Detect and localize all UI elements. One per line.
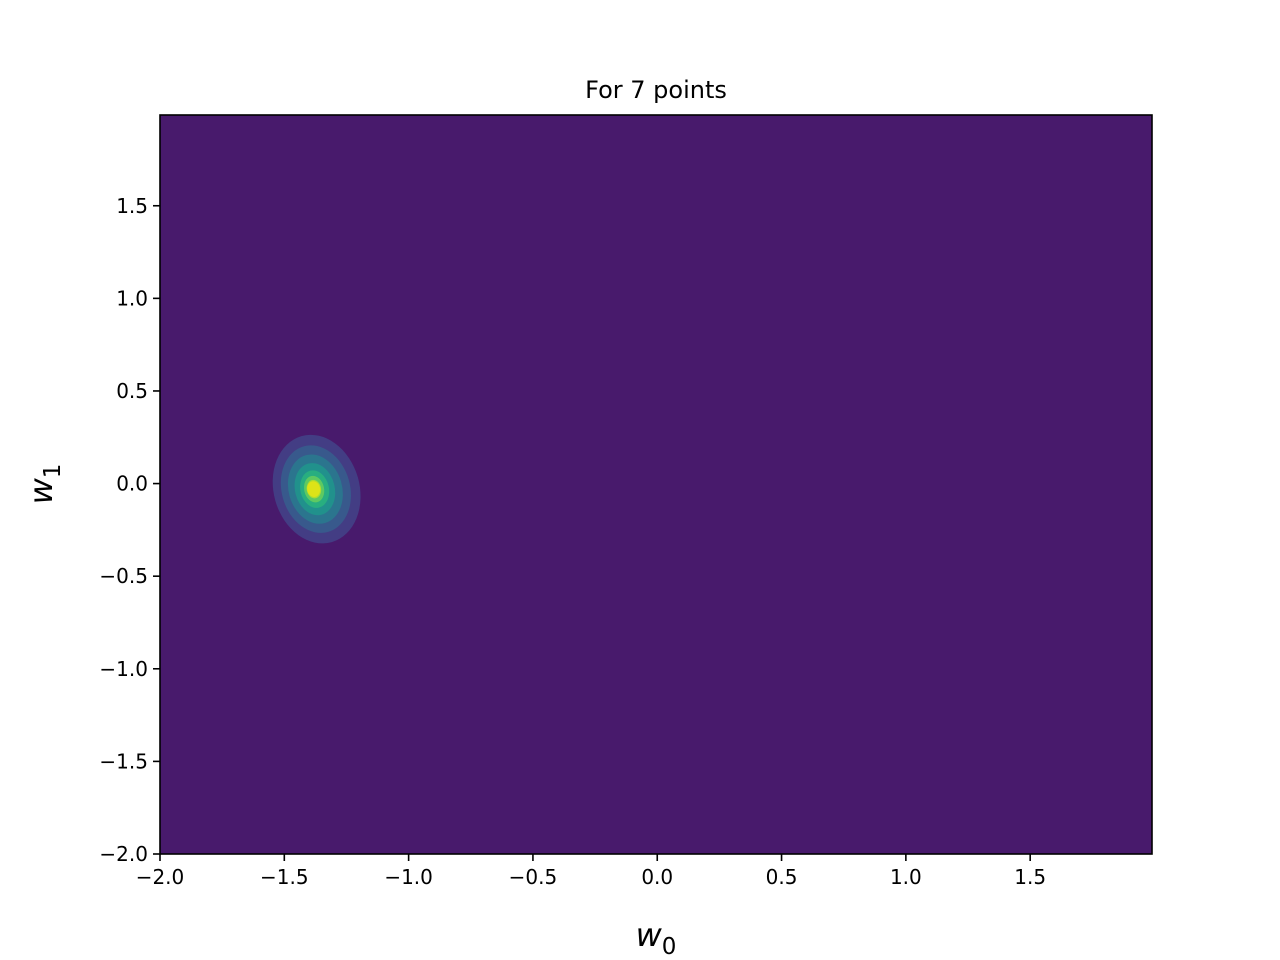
- y-tick-label: −1.5: [99, 749, 148, 773]
- y-axis-label-subscript: 1: [40, 464, 66, 479]
- y-axis-ticks: −2.0 −1.5 −1.0 −0.5 0.0 0.5 1.0 1.5: [99, 194, 160, 866]
- x-tick-label: 0.0: [641, 865, 673, 889]
- y-tick-label: −2.0: [99, 842, 148, 866]
- y-tick-label: 1.0: [116, 286, 148, 310]
- x-tick-label: 1.0: [890, 865, 922, 889]
- x-axis-label-subscript: 0: [662, 934, 677, 960]
- x-tick-label: −1.0: [384, 865, 433, 889]
- x-axis-label: w0: [636, 916, 677, 960]
- x-axis-label-base: w: [636, 916, 663, 954]
- x-tick-label: −2.0: [136, 865, 185, 889]
- contour-fill-group: [272, 434, 361, 544]
- y-tick-label: −0.5: [99, 564, 148, 588]
- x-tick-label: 0.5: [766, 865, 798, 889]
- y-tick-label: 1.5: [116, 194, 148, 218]
- x-tick-label: −0.5: [509, 865, 558, 889]
- y-tick-label: −1.0: [99, 657, 148, 681]
- x-axis-ticks: −2.0 −1.5 −1.0 −0.5 0.0 0.5 1.0 1.5: [136, 854, 1046, 889]
- y-axis-label: w1: [22, 464, 66, 505]
- y-axis-label-base: w: [22, 477, 60, 504]
- chart-title: For 7 points: [585, 76, 727, 104]
- plot-frame: [159, 114, 1153, 855]
- y-tick-label: 0.5: [116, 379, 148, 403]
- contour-level-8: [307, 481, 321, 497]
- x-tick-label: −1.5: [260, 865, 309, 889]
- x-tick-label: 1.5: [1014, 865, 1046, 889]
- y-tick-label: 0.0: [116, 472, 148, 496]
